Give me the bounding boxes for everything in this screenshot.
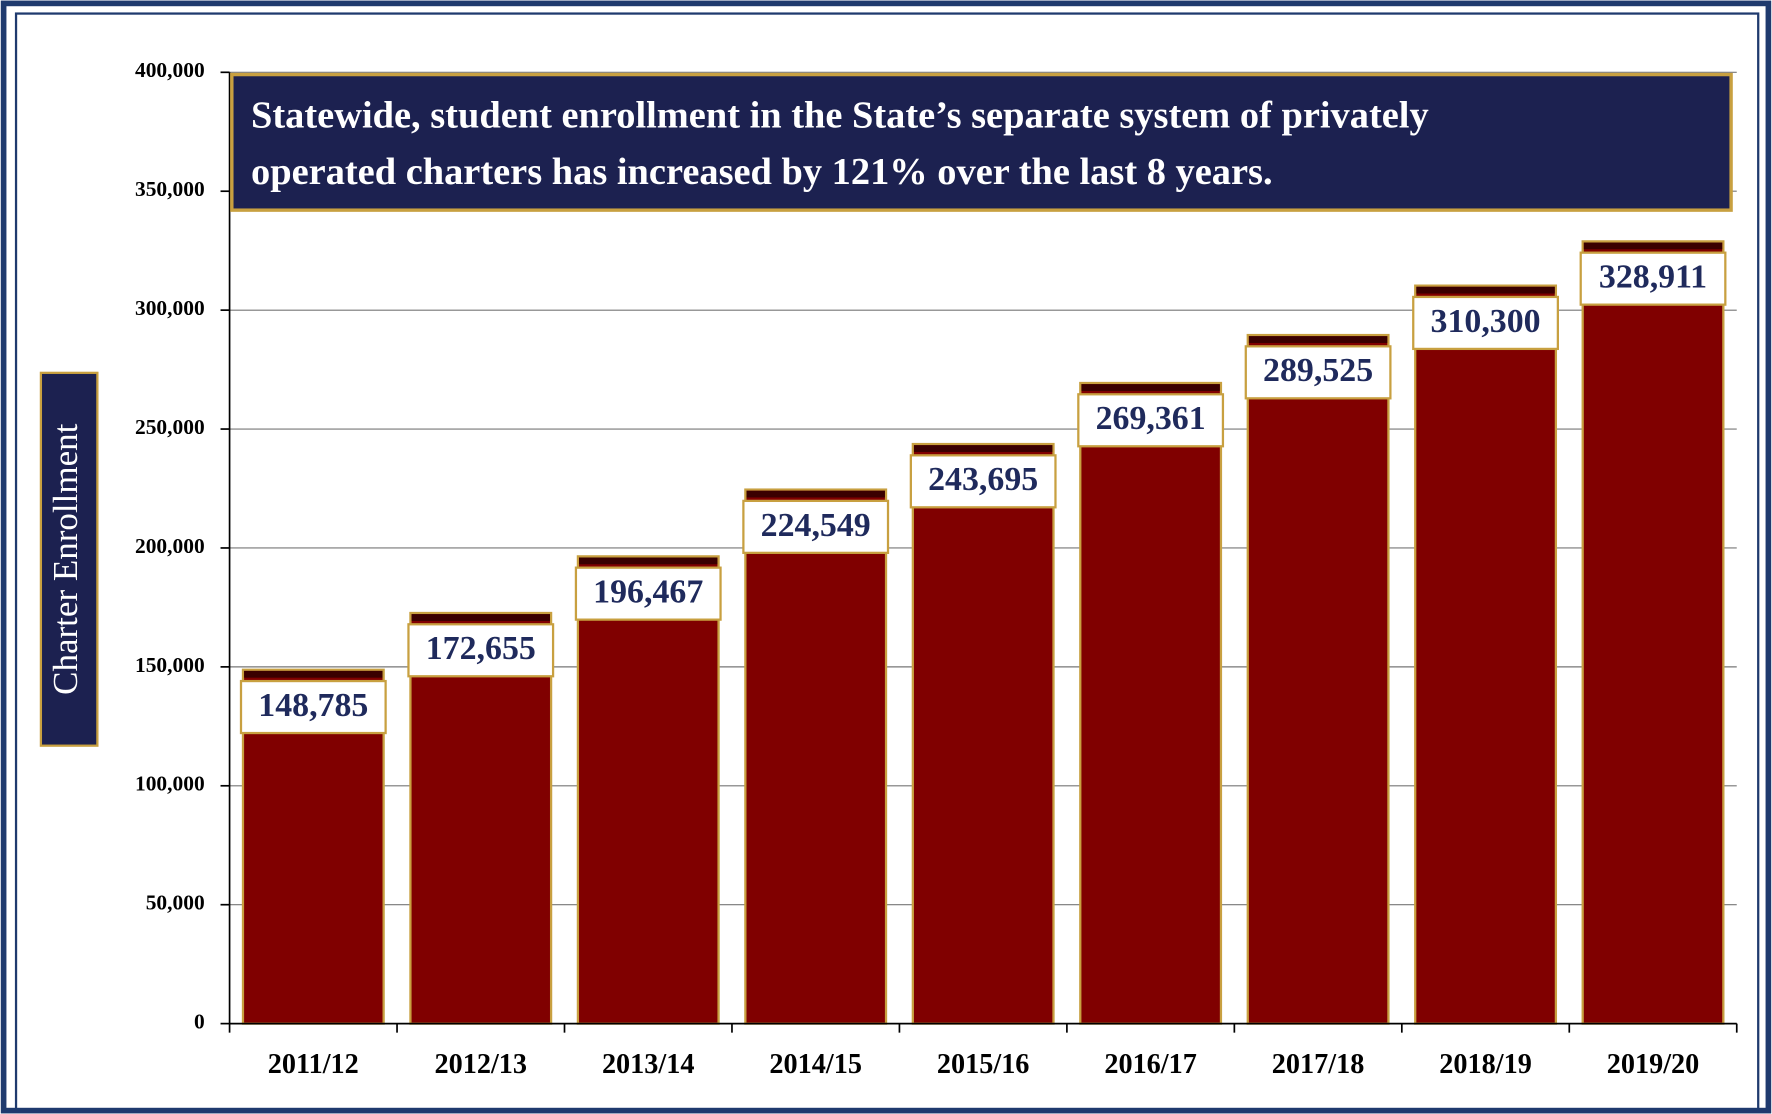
y-tick-label: 150,000 xyxy=(135,653,205,677)
x-tick-label: 2011/12 xyxy=(268,1049,359,1080)
y-tick-label: 50,000 xyxy=(146,891,205,915)
bars: 148,785 172,655 196,467 224,549 243,695 269,3… xyxy=(239,240,1727,1025)
value-label-box xyxy=(1412,295,1559,351)
bar-cap xyxy=(1583,242,1723,250)
annotation-box xyxy=(230,72,1733,212)
bar-cap xyxy=(411,614,550,621)
bar xyxy=(1581,240,1725,1025)
bar-cap xyxy=(579,557,718,565)
x-tick-label: 2013/14 xyxy=(602,1049,695,1080)
value-label-box xyxy=(407,623,555,678)
value-label: 328,911 xyxy=(1599,259,1707,296)
bar-cap xyxy=(1081,384,1220,391)
bar xyxy=(911,442,1055,1025)
value-label-box xyxy=(909,454,1057,509)
value-label-box xyxy=(1579,251,1727,306)
inner-frame xyxy=(14,12,1760,1111)
bar xyxy=(576,555,720,1025)
annotation-line: Statewide, student enrollment in the Sta… xyxy=(251,95,1429,137)
value-label-box xyxy=(1244,345,1392,400)
x-tick-label: 2019/20 xyxy=(1607,1049,1700,1080)
y-tick-label: 0 xyxy=(194,1010,205,1034)
value-label-box xyxy=(239,679,387,735)
value-label: 269,361 xyxy=(1096,400,1206,437)
axes: 0 50,000 100,000 150,000 200,000 250,000 300,0… xyxy=(135,58,1738,1080)
bar-cap xyxy=(1248,336,1388,343)
x-tick-label: 2016/17 xyxy=(1104,1049,1197,1080)
bar xyxy=(1079,381,1223,1025)
bar xyxy=(1246,333,1390,1025)
value-label: 243,695 xyxy=(928,461,1038,498)
value-label: 196,467 xyxy=(593,574,703,611)
y-label-box xyxy=(39,371,99,747)
bar-cap xyxy=(1416,286,1555,294)
y-tick-label: 200,000 xyxy=(135,534,205,558)
x-tick-label: 2017/18 xyxy=(1272,1049,1365,1080)
value-label: 289,525 xyxy=(1263,352,1373,389)
value-label: 172,655 xyxy=(426,630,536,667)
bar-cap xyxy=(746,490,885,498)
value-label: 224,549 xyxy=(761,507,871,544)
value-label: 148,785 xyxy=(258,687,368,724)
x-tick-label: 2014/15 xyxy=(769,1049,862,1080)
value-label-box xyxy=(1077,393,1225,448)
y-tick-label: 100,000 xyxy=(135,772,205,796)
annotation-line: operated charters has increased by 121% … xyxy=(251,151,1273,193)
y-tick-label: 350,000 xyxy=(135,177,205,201)
y-axis-label: Charter Enrollment xyxy=(46,423,85,695)
x-tick-label: 2015/16 xyxy=(937,1049,1030,1080)
bar-cap xyxy=(244,670,383,678)
y-tick-label: 250,000 xyxy=(135,415,205,439)
value-label: 310,300 xyxy=(1431,303,1541,340)
bar-cap xyxy=(913,445,1053,452)
x-tick-label: 2018/19 xyxy=(1439,1049,1532,1080)
y-tick-label: 400,000 xyxy=(135,58,205,82)
bar xyxy=(1414,284,1558,1025)
bar xyxy=(744,488,888,1025)
y-tick-label: 300,000 xyxy=(135,296,205,320)
value-label-box xyxy=(574,566,722,621)
x-tick-label: 2012/13 xyxy=(434,1049,527,1080)
value-label-box xyxy=(742,499,890,554)
